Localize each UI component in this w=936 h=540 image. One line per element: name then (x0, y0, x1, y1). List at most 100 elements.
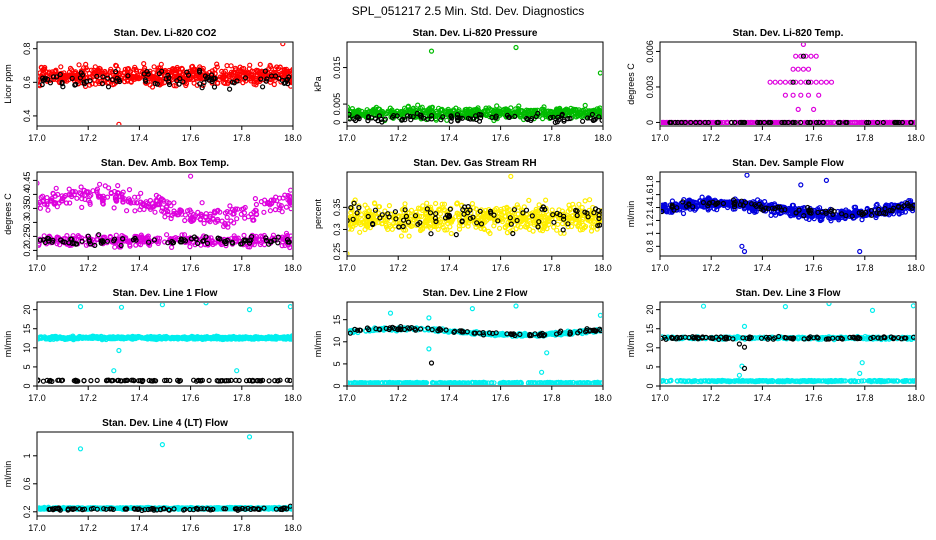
data-point (372, 201, 378, 207)
data-point (757, 119, 763, 125)
data-point (555, 221, 561, 227)
y-axis-label: degrees C (626, 63, 636, 105)
y-tick-label: 10 (22, 343, 32, 353)
data-point (169, 212, 175, 218)
data-point (115, 183, 121, 189)
x-tick-label: 18.0 (284, 133, 302, 143)
data-point (665, 119, 671, 125)
chart-title: Stan. Dev. Amb. Box Temp. (101, 158, 229, 169)
data-point (148, 336, 154, 342)
data-point (720, 200, 727, 207)
data-point (81, 378, 87, 384)
data-point (118, 378, 124, 384)
data-point (584, 115, 591, 121)
data-point (83, 189, 90, 195)
data-point (242, 238, 248, 244)
data-point (467, 215, 473, 221)
data-point (554, 210, 560, 216)
data-point (251, 81, 257, 87)
data-point (596, 215, 602, 222)
data-point (561, 213, 567, 219)
data-point (359, 217, 365, 223)
data-point (881, 210, 887, 216)
data-point (203, 234, 209, 240)
data-point (823, 79, 830, 85)
data-point (554, 119, 561, 125)
data-point (470, 214, 476, 220)
data-point (710, 199, 716, 205)
data-point (83, 78, 90, 85)
data-point (184, 69, 190, 75)
data-point (190, 211, 196, 218)
y-tick-label: 0.8 (645, 240, 655, 253)
data-point (208, 72, 215, 78)
data-point (71, 240, 77, 246)
data-point (439, 201, 445, 207)
data-point (402, 207, 408, 213)
series-main (38, 303, 292, 374)
data-point (590, 218, 596, 224)
data-point (112, 244, 118, 250)
data-point (470, 116, 476, 122)
data-point (429, 110, 435, 116)
data-point (408, 223, 414, 229)
data-point (45, 238, 52, 244)
data-point (536, 219, 542, 225)
data-point (177, 239, 183, 245)
data-point (662, 202, 668, 208)
data-point (532, 216, 538, 222)
data-point (72, 69, 79, 75)
data-point (818, 79, 824, 85)
data-point (828, 119, 834, 125)
data-point (145, 71, 151, 77)
data-point (541, 104, 547, 110)
data-point (377, 215, 383, 221)
data-point (136, 334, 142, 340)
data-point (765, 206, 772, 212)
data-point (705, 195, 712, 201)
data-point (286, 239, 292, 245)
data-point (105, 335, 112, 341)
data-point (546, 221, 552, 227)
x-tick-label: 17.0 (651, 263, 669, 273)
data-point (438, 117, 444, 123)
data-point (233, 206, 239, 212)
data-point (542, 197, 549, 203)
data-point (79, 334, 85, 340)
data-point (800, 66, 807, 72)
data-point (100, 200, 106, 206)
data-point (400, 223, 406, 230)
data-point (480, 214, 487, 220)
data-point (274, 335, 280, 341)
x-tick-label: 17.0 (338, 133, 356, 143)
data-point (519, 108, 525, 114)
data-point (418, 114, 424, 120)
data-point (258, 73, 264, 79)
chart-title: Stan. Dev. Li-820 Pressure (413, 28, 538, 39)
data-point (74, 195, 80, 201)
data-point (77, 75, 84, 81)
data-point (348, 104, 351, 110)
data-point (790, 79, 796, 85)
y-tick-label: 0 (332, 383, 342, 388)
data-point (257, 241, 263, 248)
data-point (284, 377, 290, 383)
data-point (365, 115, 372, 121)
data-point (667, 119, 673, 125)
data-point (800, 53, 807, 59)
data-point (787, 79, 794, 85)
data-point (187, 244, 193, 250)
data-point (38, 64, 45, 71)
data-point (215, 208, 221, 214)
data-point (798, 53, 804, 59)
y-tick-label: 0 (332, 120, 342, 125)
chart-title: Stan. Dev. Gas Stream RH (413, 158, 536, 169)
data-point (494, 103, 500, 109)
series-secondary (348, 110, 602, 125)
data-point (38, 378, 41, 384)
data-point (126, 187, 133, 193)
data-point (82, 83, 89, 90)
data-point (111, 238, 117, 244)
data-point (790, 92, 796, 98)
data-point (763, 205, 769, 211)
